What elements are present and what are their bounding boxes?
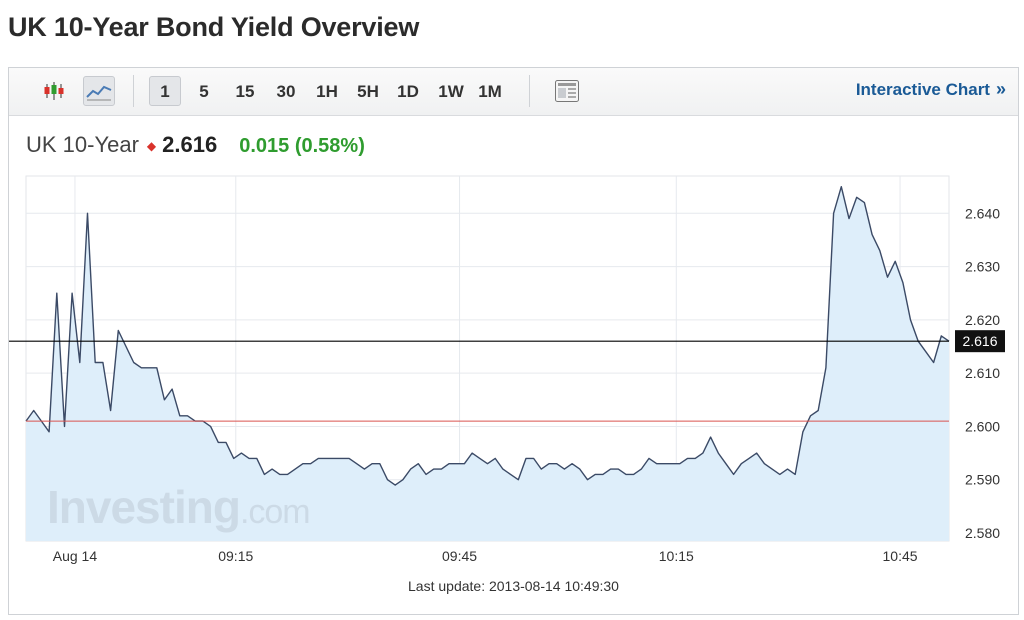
y-tick-label: 2.580: [965, 525, 1000, 541]
series-area-fill: [26, 186, 949, 541]
last-price: 2.616: [162, 132, 218, 157]
timeframe-1w[interactable]: 1W: [438, 82, 464, 101]
interactive-chart-label: Interactive Chart: [855, 80, 990, 99]
quote-summary: UK 10-Year ◆ 2.616 0.015 (0.58%): [26, 132, 365, 160]
down-arrow-icon: ◆: [146, 139, 157, 153]
toolbar-separator: [529, 75, 530, 107]
x-tick-label: 09:45: [442, 548, 477, 564]
last-update: Last update: 2013-08-14 10:49:30: [408, 578, 619, 594]
layout-icon[interactable]: [551, 76, 583, 106]
y-tick-label: 2.630: [965, 259, 1000, 275]
current-price-badge: [955, 330, 1005, 353]
double-chevron-right-icon: »: [995, 79, 1006, 99]
watermark: Investing.com: [47, 481, 310, 533]
x-tick-label: Aug 14: [53, 548, 98, 564]
page-title: UK 10-Year Bond Yield Overview: [8, 12, 420, 42]
y-tick-label: 2.600: [965, 418, 1000, 434]
timeframe-15[interactable]: 15: [235, 82, 255, 101]
timeframe-1[interactable]: 1: [149, 76, 181, 106]
y-tick-label: 2.620: [965, 312, 1000, 328]
candlestick-icon[interactable]: [38, 76, 70, 106]
instrument-name: UK 10-Year: [26, 132, 139, 157]
series-line: [25, 185, 950, 486]
price-change: 0.015 (0.58%): [239, 135, 365, 157]
line-chart-icon[interactable]: [83, 76, 115, 106]
interactive-chart-link[interactable]: Interactive Chart »: [856, 79, 1006, 100]
chart-toolbar: 1 5 15 30 1H 5H 1D 1W 1M Interactive Cha…: [9, 68, 1018, 116]
timeframe-5h[interactable]: 5H: [357, 82, 379, 101]
current-price-label: 2.616: [962, 333, 997, 349]
timeframe-5[interactable]: 5: [199, 82, 209, 101]
yield-chart: 2.640 2.630 2.620 2.610 2.600 2.590 2.580 Aug 1…: [9, 175, 1005, 564]
y-tick-label: 2.610: [965, 365, 1000, 381]
y-tick-label: 2.590: [965, 472, 1000, 488]
y-tick-label: 2.640: [965, 205, 1000, 221]
chart-widget: 1 5 15 30 1H 5H 1D 1W 1M Interactive Cha…: [8, 67, 1019, 615]
x-tick-label: 09:15: [218, 548, 253, 564]
timeframe-1h[interactable]: 1H: [316, 82, 338, 101]
timeframe-30[interactable]: 30: [276, 82, 296, 101]
toolbar-separator: [133, 75, 134, 107]
timeframe-1m[interactable]: 1M: [478, 82, 502, 101]
x-tick-label: 10:15: [659, 548, 694, 564]
timeframe-1d[interactable]: 1D: [397, 82, 419, 101]
x-tick-label: 10:45: [883, 548, 918, 564]
